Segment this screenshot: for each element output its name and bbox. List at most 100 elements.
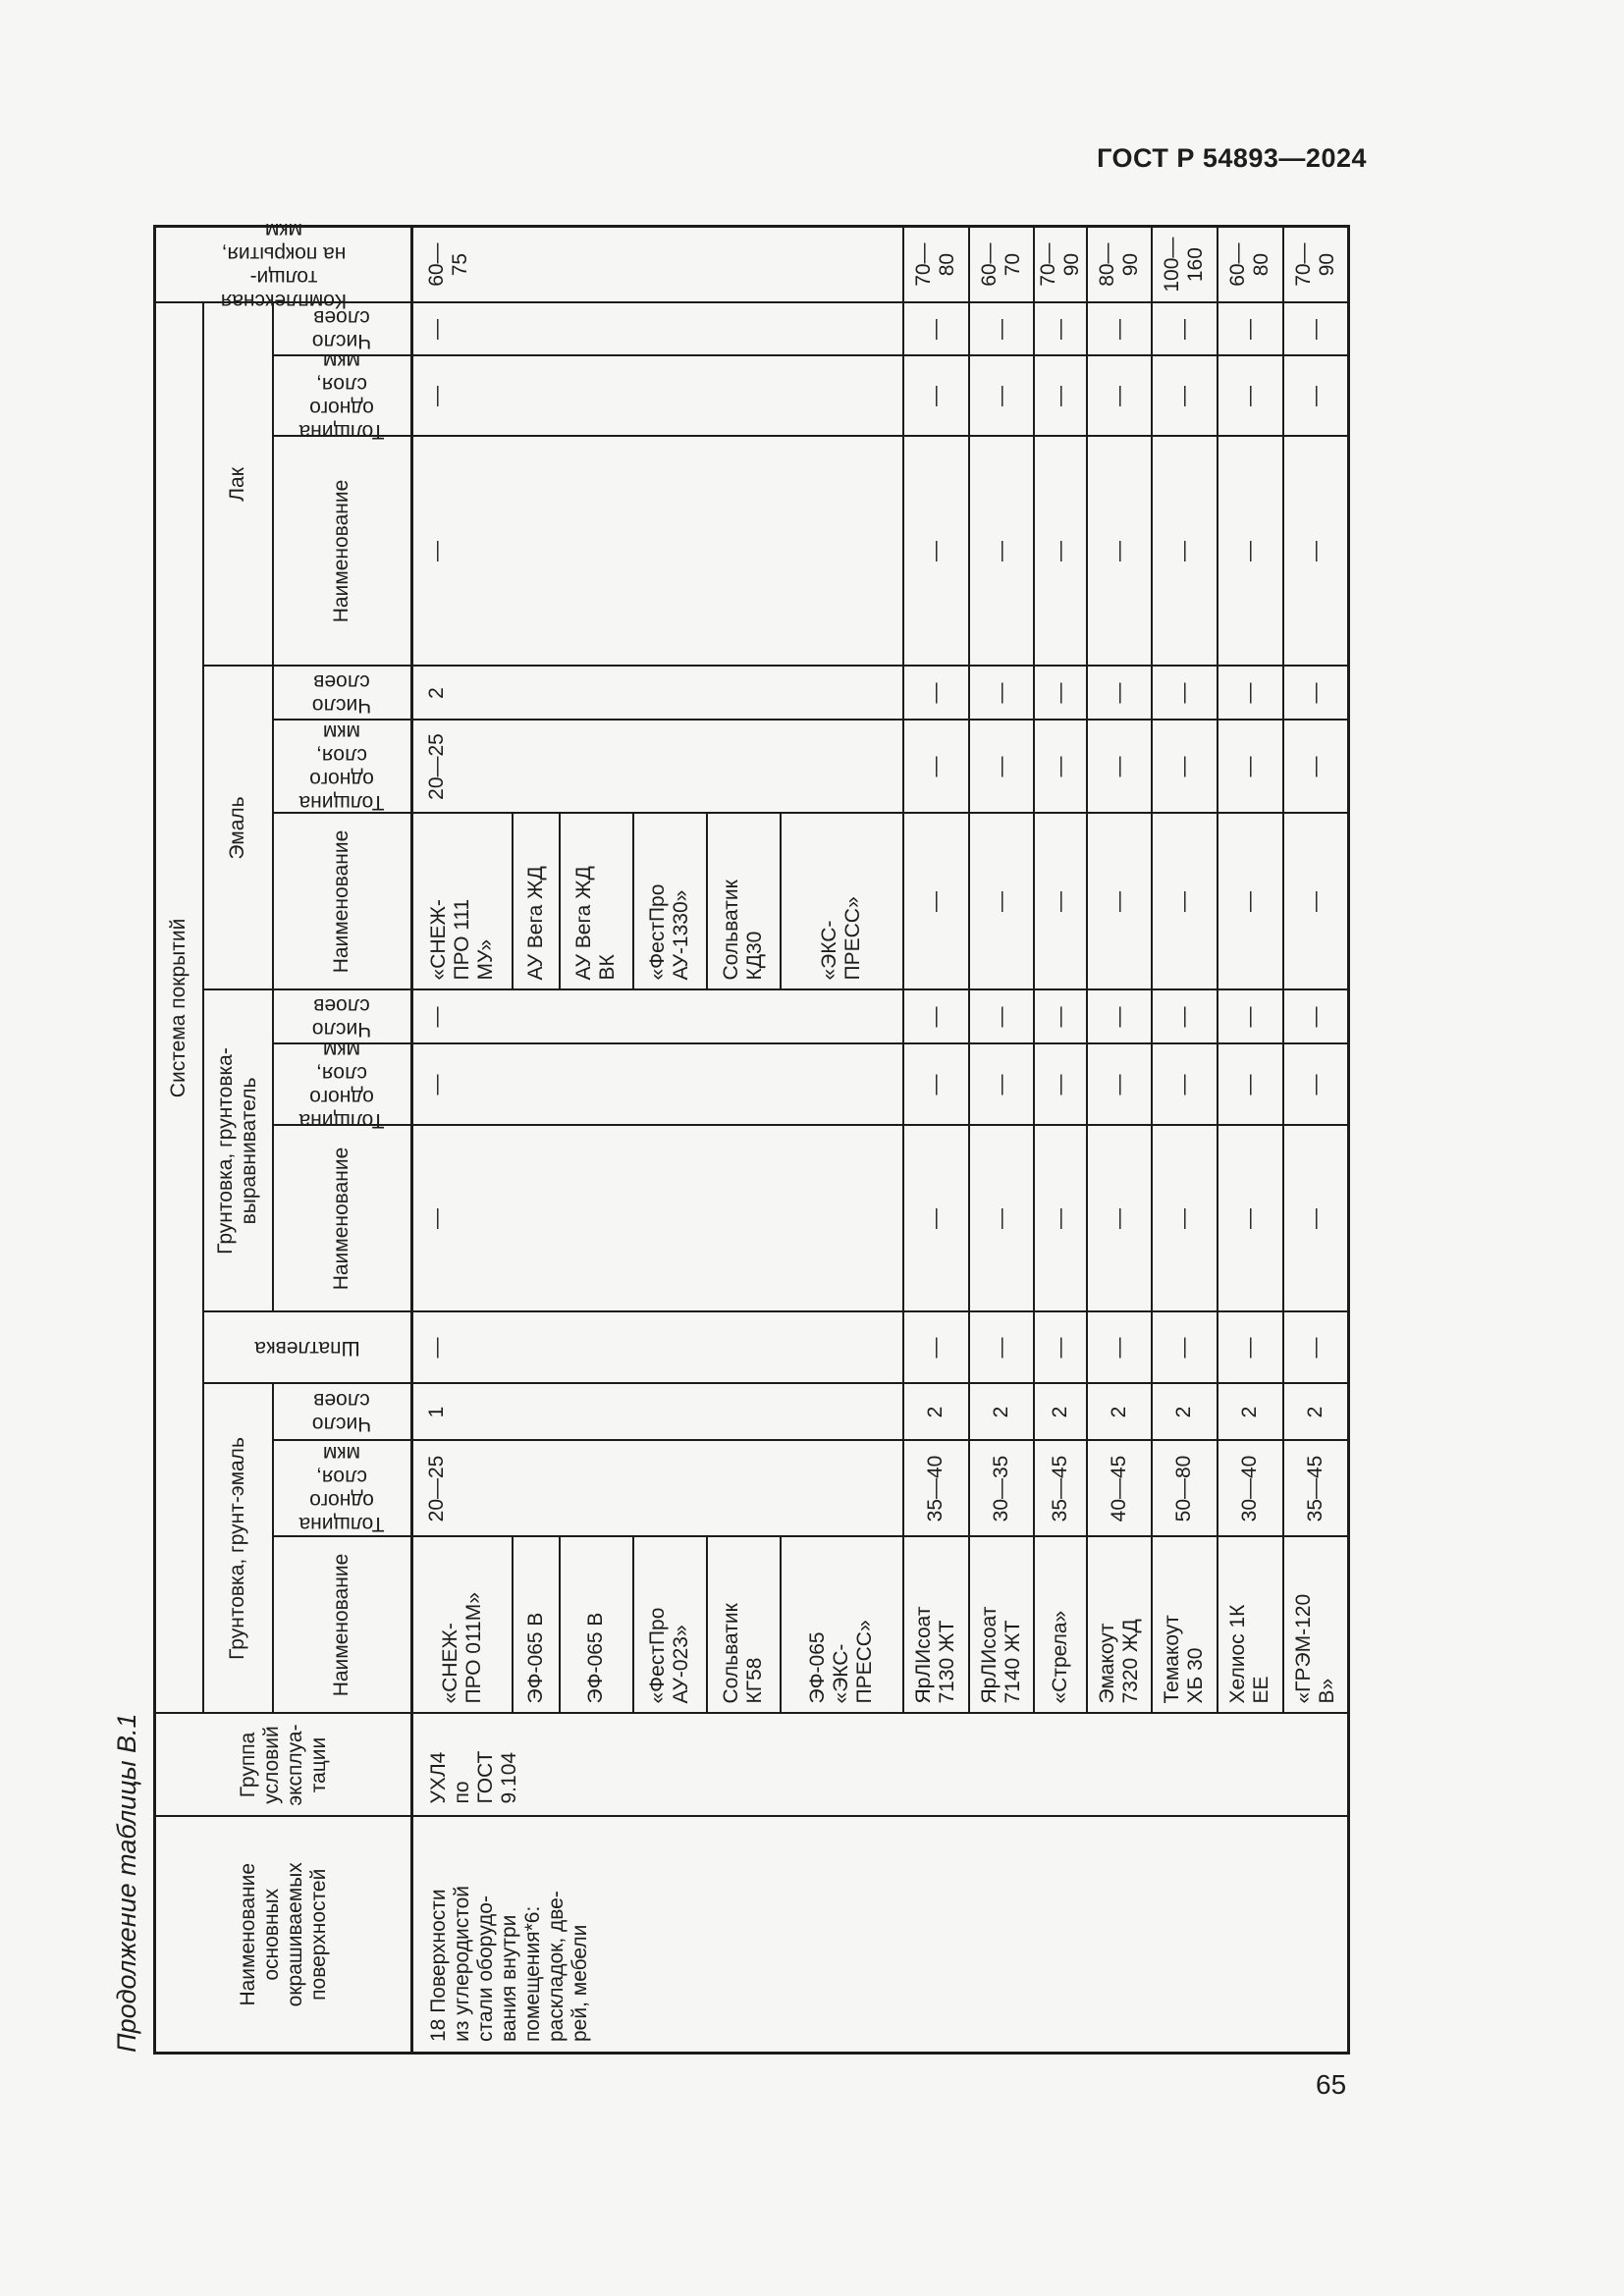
cell-r13-lacquer-name: — (1282, 436, 1349, 667)
header-surface: Наименование основных окрашиваемых повер… (154, 1816, 412, 2054)
cell-r10-primer-enamel-thickness: 40—45 (1086, 1440, 1152, 1537)
cell-r13-leveling-primer-name: — (1282, 1125, 1349, 1312)
header-total: Комплексная толщи- на покрытия, мкм (154, 219, 412, 312)
cell-r5-enamel-name: Сольватик КД30 (706, 813, 781, 990)
cell-r9-putty: — (1033, 1311, 1087, 1384)
header-lak-layers: Число слоев (272, 302, 412, 356)
cell-r11-lacquer-layers: — (1151, 302, 1218, 356)
cell-r10-leveling-primer-layers: — (1086, 989, 1152, 1044)
cell-r11-leveling-primer-name: — (1151, 1125, 1218, 1312)
cell-r13-lacquer-layers: — (1282, 302, 1349, 356)
cell-r10-leveling-primer-name: — (1086, 1125, 1152, 1312)
cell-r13-putty: — (1282, 1311, 1349, 1384)
header-gv-name: Наименование (272, 1125, 412, 1312)
cell-r13-leveling-primer-thickness: — (1282, 1043, 1349, 1126)
cell-r7-putty: — (902, 1311, 969, 1384)
cell-r13-enamel-layers: — (1282, 666, 1349, 721)
cell-r4-enamel-name: «ФестПро АУ-1330» (632, 813, 707, 990)
header-em-layers: Число слоев (272, 666, 412, 721)
header-enamel-group: Эмаль (202, 666, 273, 990)
cell-r9-lacquer-thickness: — (1033, 355, 1087, 437)
cell-r8-leveling-primer-name: — (968, 1125, 1034, 1312)
cell-r7-lacquer-layers: — (902, 302, 969, 356)
header-group: Группа условий эксплуа- тации (154, 1713, 412, 1817)
cell-r9-primer-enamel-thickness: 35—45 (1033, 1440, 1087, 1537)
cell-r10-lacquer-thickness: — (1086, 355, 1152, 437)
cell-r13-total-thickness: 70—90 (1282, 226, 1349, 303)
cell-r10-lacquer-layers: — (1086, 302, 1152, 356)
header-system: Система покрытий (154, 302, 203, 1714)
cell-r11-total-thickness: 100—160 (1151, 226, 1218, 303)
coatings-table: Наименование основных окрашиваемых повер… (153, 219, 1350, 2055)
cell-r1-primer-enamel-name: «СНЕЖ- ПРО 011М» (411, 1536, 513, 1714)
rotated-table-block: Продолжение таблицы В.1 Наименование осн… (112, 219, 1350, 2055)
cell-r9-primer-enamel-name: «Стрела» (1033, 1536, 1087, 1714)
cell-r8-lacquer-layers: — (968, 302, 1034, 356)
cell-r10-total-thickness: 80—90 (1086, 226, 1152, 303)
cell-r12-lacquer-thickness: — (1217, 355, 1283, 437)
cell-r11-primer-enamel-layers: 2 (1151, 1383, 1218, 1441)
cell-r12-leveling-primer-name: — (1217, 1125, 1283, 1312)
cell-r12-primer-enamel-thickness: 30—40 (1217, 1440, 1283, 1537)
cell-r7-enamel-layers: — (902, 666, 969, 721)
cell-r9-enamel-name: — (1033, 813, 1087, 990)
cell-merged-total-thickness: 60—75 (411, 226, 903, 303)
cell-r11-primer-enamel-thickness: 50—80 (1151, 1440, 1218, 1537)
cell-r9-lacquer-layers: — (1033, 302, 1087, 356)
cell-merged-enamel-thickness: 20—25 (411, 720, 903, 814)
page-number: 65 (1316, 2069, 1347, 2100)
cell-merged-lacquer-name: — (411, 436, 903, 667)
cell-r8-enamel-thickness: — (968, 720, 1034, 814)
header-leveling-primer-group: Грунтовка, грунтовка- выравниватель (202, 989, 273, 1312)
cell-r13-lacquer-thickness: — (1282, 355, 1349, 437)
cell-r8-lacquer-name: — (968, 436, 1034, 667)
cell-merged-leveling-primer-layers: — (411, 989, 903, 1044)
header-ge-thickness: Толщина одного слоя, мкм (272, 1440, 412, 1537)
cell-r9-leveling-primer-name: — (1033, 1125, 1087, 1312)
cell-r6-primer-enamel-name: ЭФ-065 «ЭКС- ПРЕСС» (780, 1536, 903, 1714)
cell-r12-putty: — (1217, 1311, 1283, 1384)
header-lak-thickness: Толщина одного слоя, мкм (272, 350, 412, 444)
cell-r7-lacquer-thickness: — (902, 355, 969, 437)
cell-r7-leveling-primer-layers: — (902, 989, 969, 1044)
cell-r13-primer-enamel-layers: 2 (1282, 1383, 1349, 1441)
cell-r7-total-thickness: 70—80 (902, 226, 969, 303)
cell-r11-leveling-primer-thickness: — (1151, 1043, 1218, 1126)
cell-r2-primer-enamel-name: ЭФ-065 В (512, 1536, 560, 1714)
cell-r9-enamel-layers: — (1033, 666, 1087, 721)
cell-r11-leveling-primer-layers: — (1151, 989, 1218, 1044)
header-lak-name: Наименование (272, 436, 412, 667)
cell-r12-lacquer-layers: — (1217, 302, 1283, 356)
cell-r8-lacquer-thickness: — (968, 355, 1034, 437)
table-header: Наименование основных окрашиваемых повер… (154, 219, 412, 2054)
cell-r10-primer-enamel-layers: 2 (1086, 1383, 1152, 1441)
cell-r9-primer-enamel-layers: 2 (1033, 1383, 1087, 1441)
cell-r7-lacquer-name: — (902, 436, 969, 667)
cell-r12-lacquer-name: — (1217, 436, 1283, 667)
header-em-name: Наименование (272, 813, 412, 990)
cell-r3-primer-enamel-name: ЭФ-065 В (559, 1536, 633, 1714)
table-body: 18 Поверхности из углеродистой стали обо… (411, 226, 1349, 2054)
cell-r13-enamel-name: — (1282, 813, 1349, 990)
cell-merged-primer-enamel-thickness: 20—25 (411, 1440, 903, 1537)
cell-r12-leveling-primer-layers: — (1217, 989, 1283, 1044)
cell-r11-lacquer-thickness: — (1151, 355, 1218, 437)
cell-r13-primer-enamel-name: «ГРЭМ-120 В» (1282, 1536, 1349, 1714)
cell-r9-leveling-primer-thickness: — (1033, 1043, 1087, 1126)
cell-r9-lacquer-name: — (1033, 436, 1087, 667)
cell-group: УХЛ4 по ГОСТ 9.104 (411, 1713, 1349, 1817)
cell-r9-leveling-primer-layers: — (1033, 989, 1087, 1044)
header-gv-layers: Число слоев (272, 989, 412, 1044)
cell-r13-primer-enamel-thickness: 35—45 (1282, 1440, 1349, 1537)
cell-r11-primer-enamel-name: Темакоут ХБ 30 (1151, 1536, 1218, 1714)
cell-r7-leveling-primer-thickness: — (902, 1043, 969, 1126)
header-gv-thickness: Толщина одного слоя, мкм (272, 1039, 412, 1132)
cell-r11-enamel-layers: — (1151, 666, 1218, 721)
cell-r10-leveling-primer-thickness: — (1086, 1043, 1152, 1126)
cell-r7-leveling-primer-name: — (902, 1125, 969, 1312)
cell-surface: 18 Поверхности из углеродистой стали обо… (411, 1816, 1349, 2054)
cell-r7-enamel-thickness: — (902, 720, 969, 814)
cell-r8-leveling-primer-thickness: — (968, 1043, 1034, 1126)
cell-r4-primer-enamel-name: «ФестПро АУ-023» (632, 1536, 707, 1714)
cell-r8-enamel-layers: — (968, 666, 1034, 721)
